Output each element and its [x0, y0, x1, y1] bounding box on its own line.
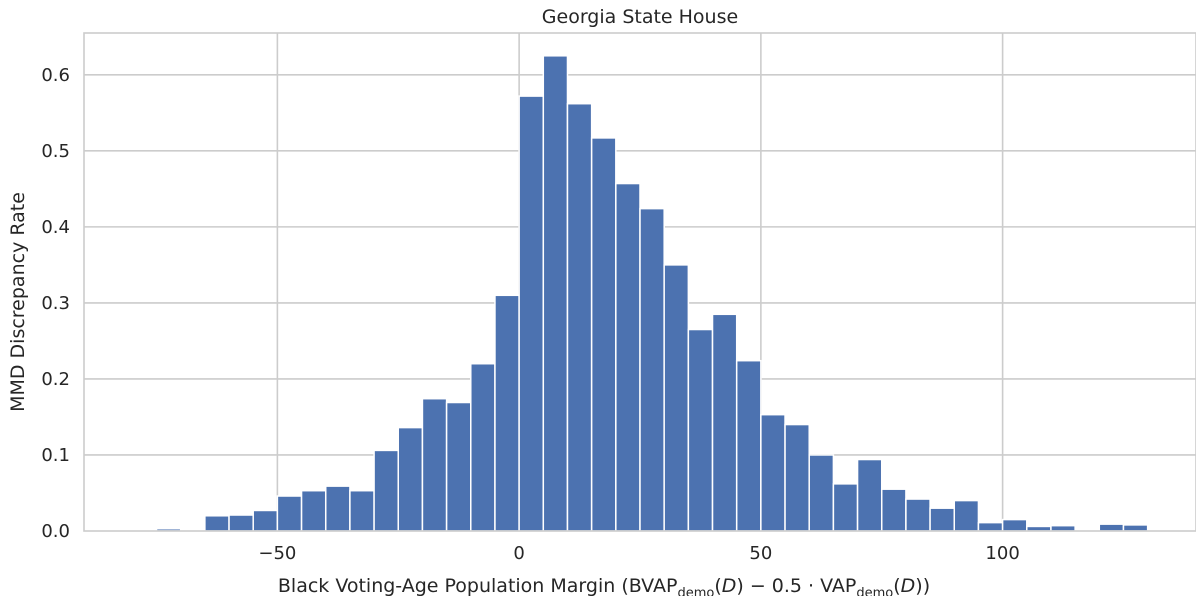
x-axis-label-sub1: demo	[677, 586, 714, 596]
x-tick-label: 100	[985, 543, 1019, 564]
histogram-bar	[276, 495, 303, 532]
x-tick-label: 0	[513, 543, 524, 564]
histogram-bar	[639, 207, 665, 532]
histogram-bar	[808, 454, 835, 532]
histogram-bar	[518, 95, 545, 532]
histogram-bar	[324, 485, 351, 532]
histogram-bar	[856, 458, 883, 532]
x-tick-label: 50	[749, 543, 772, 564]
y-tick-label: 0.3	[41, 293, 70, 314]
histogram-bar	[977, 521, 1004, 532]
x-axis-label-end: ))	[915, 575, 930, 596]
x-axis-label-sub2: demo	[856, 586, 893, 596]
histogram-bars	[155, 55, 1149, 532]
x-axis-label-var2: D	[901, 575, 916, 596]
x-axis-label-mid1: (	[714, 575, 721, 596]
y-tick-label: 0.4	[41, 217, 70, 238]
histogram-bar	[929, 507, 956, 532]
histogram-bar	[590, 137, 617, 532]
histogram-bar	[373, 449, 400, 532]
histogram-bar	[349, 489, 375, 532]
x-axis-label-main: Black Voting-Age Population Margin (BVAP	[278, 575, 678, 596]
chart-title: Georgia State House	[542, 6, 738, 28]
histogram-bar	[421, 397, 448, 532]
y-tick-label: 0.6	[41, 65, 70, 86]
y-tick-label: 0.2	[41, 369, 70, 390]
histogram-bar	[252, 509, 279, 532]
histogram-bar	[735, 359, 762, 532]
histogram-bar	[445, 401, 472, 532]
histogram-bar	[1122, 524, 1149, 532]
y-tick-label: 0.0	[41, 521, 70, 542]
histogram-bar	[470, 362, 496, 532]
histogram-bar	[397, 426, 424, 532]
histogram-bar	[1098, 523, 1125, 532]
x-axis-label-mid3: (	[893, 575, 900, 596]
histogram-bar	[760, 413, 786, 532]
histogram-bar	[663, 264, 690, 532]
histogram-bar	[615, 182, 641, 532]
histogram-bar	[687, 328, 714, 532]
y-tick-label: 0.5	[41, 141, 70, 162]
histogram-bar	[204, 515, 230, 532]
histogram-bar	[566, 102, 593, 532]
histogram-bar	[711, 313, 738, 532]
histogram-bar	[1001, 518, 1028, 532]
x-tick-labels: −50 0 50 100	[258, 543, 1019, 564]
histogram-bar	[784, 423, 810, 532]
histogram-bar	[300, 489, 327, 532]
histogram-bar	[880, 488, 907, 532]
x-tick-label: −50	[258, 543, 296, 564]
x-axis-label-mid2: ) − 0.5 · VAP	[736, 575, 856, 596]
x-axis-label-var1: D	[722, 575, 737, 596]
x-axis-label: Black Voting-Age Population Margin (BVAP…	[278, 575, 930, 596]
y-tick-label: 0.1	[41, 445, 70, 466]
y-axis-label: MMD Discrepancy Rate	[7, 192, 29, 412]
histogram-bar	[953, 499, 980, 532]
histogram-bar	[228, 514, 254, 532]
histogram-bar	[832, 483, 859, 532]
histogram-bar	[542, 55, 569, 532]
y-tick-labels: 0.0 0.1 0.2 0.3 0.4 0.5 0.6	[41, 65, 70, 542]
histogram-bar	[905, 498, 931, 532]
histogram-bar	[494, 294, 520, 532]
plot-frame	[83, 32, 1196, 532]
